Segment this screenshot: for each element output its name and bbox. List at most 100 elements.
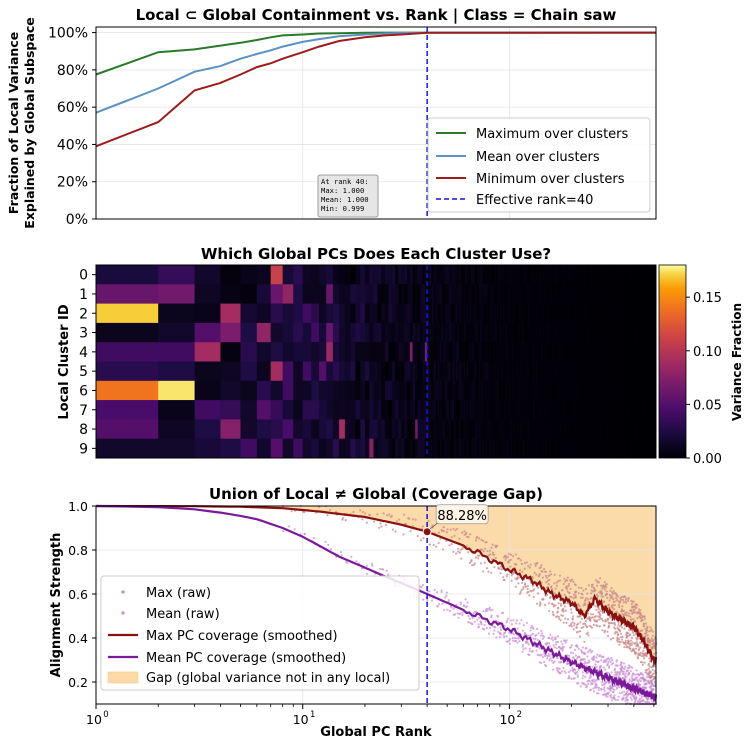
heatmap-cell — [572, 284, 574, 304]
heatmap-cell — [589, 400, 591, 420]
heatmap-cell — [613, 342, 615, 362]
heatmap-cell — [605, 419, 607, 439]
heatmap-cell — [524, 400, 526, 420]
heatmap-cell — [569, 322, 571, 343]
heatmap-cell — [293, 303, 303, 324]
heatmap-cell — [581, 303, 583, 324]
heatmap-cell — [478, 284, 481, 304]
heatmap-cell — [506, 361, 508, 382]
heatmap-cell — [572, 322, 574, 343]
heatmap-cell — [494, 284, 497, 304]
heatmap-cell — [570, 303, 572, 324]
heatmap-cell — [618, 303, 620, 324]
heatmap-cell — [558, 342, 559, 362]
heatmap-cell — [381, 400, 386, 420]
heatmap-cell — [395, 380, 399, 401]
heatmap-cell — [613, 438, 614, 459]
heatmap-cell — [521, 419, 523, 439]
heatmap-cell — [618, 361, 620, 382]
heatmap-cell — [595, 419, 597, 439]
heatmap-cell — [592, 303, 593, 324]
heatmap-cell — [612, 322, 613, 343]
heatmap-cell — [516, 438, 518, 459]
heatmap-cell — [557, 419, 559, 439]
heatmap-cell — [561, 322, 562, 343]
heatmap-cell — [525, 342, 527, 362]
heatmap-cell — [594, 361, 596, 382]
heatmap-cell — [415, 265, 418, 285]
heatmap-cell — [339, 342, 346, 362]
heatmap-cell — [483, 400, 486, 420]
heatmap-cell — [270, 438, 283, 459]
heatmap-cell — [525, 284, 527, 304]
heatmap-cell — [596, 419, 597, 439]
heatmap-cell — [220, 303, 241, 324]
heatmap-cell — [598, 284, 599, 304]
heatmap-cell — [602, 265, 604, 285]
heatmap-cell — [590, 322, 592, 343]
heatmap-cell — [559, 380, 560, 401]
heatmap-cell — [616, 284, 617, 304]
heatmap-cell — [601, 284, 603, 304]
heatmap-cell — [220, 265, 241, 285]
heatmap-cell — [600, 380, 601, 401]
heatmap-cell — [589, 265, 591, 285]
heatmap-cell — [607, 438, 609, 459]
heatmap-cell — [518, 419, 520, 439]
heatmap-cell — [616, 361, 617, 382]
heatmap-cell — [594, 361, 595, 382]
heatmap-cell — [576, 400, 577, 420]
heatmap-cell — [589, 303, 590, 324]
heatmap-cell — [597, 265, 599, 285]
heatmap-cell — [620, 361, 621, 382]
heatmap-cell — [590, 284, 591, 304]
heatmap-cell — [604, 303, 605, 324]
heatmap-cell — [555, 419, 557, 439]
heatmap-cell — [558, 380, 559, 401]
heatmap-cell — [500, 361, 503, 382]
heatmap-cell — [560, 438, 562, 459]
heatmap-cell — [608, 342, 610, 362]
heatmap-cell — [598, 322, 599, 343]
heatmap-cell — [549, 400, 551, 420]
heatmap-cell — [593, 380, 594, 401]
heatmap-cell — [604, 380, 605, 401]
heatmap-cell — [572, 265, 574, 285]
heatmap-cell — [447, 265, 450, 285]
heatmap-cell — [497, 380, 500, 401]
heatmap-cell — [563, 361, 565, 382]
heatmap-cell — [592, 342, 593, 362]
heatmap-cell — [599, 342, 601, 362]
heatmap-cell — [302, 322, 312, 343]
heatmap-cell — [621, 361, 623, 382]
heatmap-cell — [607, 322, 609, 343]
heatmap-cell — [577, 361, 578, 382]
heatmap-cell — [521, 265, 523, 285]
heatmap-cell — [360, 342, 366, 362]
heatmap-cell — [540, 419, 542, 439]
heatmap-cell — [505, 265, 507, 285]
heatmap-cell — [611, 400, 613, 420]
heatmap-cell — [532, 380, 534, 401]
heatmap-cell — [599, 361, 601, 382]
heatmap-cell — [503, 342, 506, 362]
heatmap-cell — [549, 303, 551, 324]
heatmap-cell — [454, 284, 456, 304]
heatmap-cell — [571, 265, 572, 285]
heatmap-cell — [332, 322, 340, 343]
heatmap-cell — [521, 380, 523, 401]
heatmap-cell — [506, 265, 508, 285]
heatmap-cell — [524, 361, 526, 382]
heatmap-cell — [592, 303, 593, 324]
heatmap-cell — [548, 438, 549, 459]
heatmap-cell — [611, 361, 613, 382]
heatmap-cell — [606, 265, 608, 285]
heatmap-cell — [598, 438, 600, 459]
heatmap-cell — [620, 342, 621, 362]
heatmap-cell — [256, 419, 271, 439]
heatmap-cell — [548, 380, 550, 401]
heatmap-cell — [517, 380, 519, 401]
heatmap-cell — [489, 361, 491, 382]
heatmap-cell — [593, 284, 595, 304]
heatmap-cell — [597, 438, 599, 459]
